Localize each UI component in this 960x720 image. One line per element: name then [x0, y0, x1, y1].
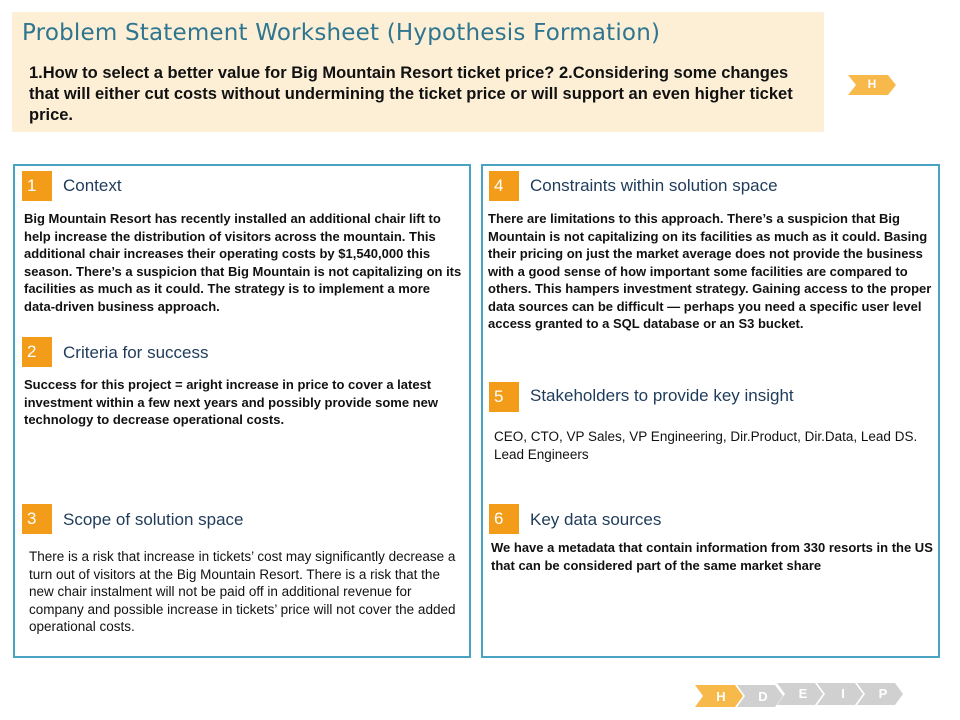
section-title-constraints: Constraints within solution space	[530, 176, 778, 195]
step-chevrons-icon	[695, 683, 903, 707]
right-panel	[481, 164, 940, 658]
section-number-criteria: 2	[22, 337, 52, 367]
step-e[interactable]: E	[798, 686, 808, 701]
chevron-tag-icon	[848, 75, 896, 95]
problem-question: 1.How to select a better value for Big M…	[29, 64, 793, 124]
section-number-data-sources: 6	[489, 504, 519, 534]
left-panel	[13, 164, 471, 658]
section-title-context: Context	[63, 176, 122, 195]
section-title-criteria: Criteria for success	[63, 343, 209, 362]
section-body-criteria: Success for this project = aright increa…	[24, 377, 438, 427]
header-banner: Problem Statement Worksheet (Hypothesis …	[12, 12, 824, 132]
section-title-data-sources: Key data sources	[530, 510, 662, 529]
step-p[interactable]: P	[878, 686, 888, 701]
section-number-scope: 3	[22, 504, 52, 534]
hypothesis-tag: H	[848, 75, 896, 95]
hypothesis-tag-label: H	[867, 77, 877, 91]
step-h[interactable]: H	[716, 689, 726, 704]
section-number-context: 1	[22, 171, 52, 201]
page-title: Problem Statement Worksheet (Hypothesis …	[22, 20, 661, 46]
section-body-constraints: There are limitations to this approach. …	[488, 211, 932, 331]
section-body-data-sources: We have a metadata that contain informat…	[491, 540, 933, 573]
section-title-scope: Scope of solution space	[63, 510, 244, 529]
section-number-constraints: 4	[489, 171, 519, 201]
step-d[interactable]: D	[758, 689, 768, 704]
step-i[interactable]: I	[841, 686, 845, 701]
section-body-scope: There is a risk that increase in tickets…	[29, 549, 456, 634]
hdeip-step-nav: H D E I P	[695, 683, 915, 707]
section-body-context: Big Mountain Resort has recently install…	[24, 211, 462, 314]
section-body-stakeholders: CEO, CTO, VP Sales, VP Engineering, Dir.…	[494, 429, 918, 462]
section-title-stakeholders: Stakeholders to provide key insight	[530, 386, 794, 405]
section-number-stakeholders: 5	[489, 382, 519, 412]
